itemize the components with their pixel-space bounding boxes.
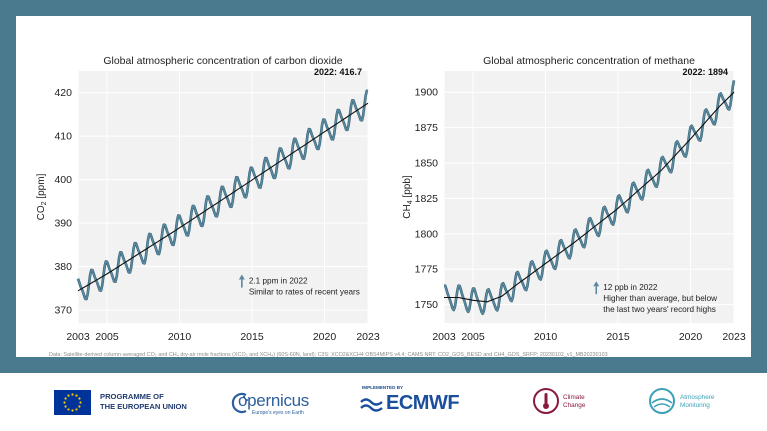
eu-star: [67, 394, 70, 397]
eu-star: [71, 409, 74, 412]
trend-line: [444, 91, 735, 303]
x-tick-label: 2003: [66, 331, 90, 343]
y-tick-label: 1850: [415, 158, 439, 170]
y-tick-label: 390: [54, 218, 72, 230]
eu-stars-icon: [63, 393, 82, 412]
ecmwf-logo: IMPLEMENTED BY ECMWF: [360, 383, 475, 421]
annotation-arrow-head: [593, 281, 600, 287]
y-label-main: CO: [36, 205, 47, 220]
eu-star: [64, 397, 67, 400]
copernicus-tagline: Europe's eyes on Earth: [252, 410, 304, 416]
y-label-unit: [ppb]: [402, 175, 413, 200]
copernicus-c-icon: [231, 392, 248, 414]
annotation-line: Similar to rates of recent years: [249, 288, 360, 297]
annotation-line: the last two years' record highs: [603, 305, 716, 314]
climate-change-text: Climate Change: [563, 394, 585, 409]
ecmwf-wordmark: ECMWF: [386, 392, 460, 414]
eu-programme-text: PROGRAMME OF THE EUROPEAN UNION: [100, 392, 187, 411]
copernicus-wordmark: opernicus: [238, 391, 310, 410]
eu-flag-icon: [54, 390, 91, 415]
eu-star: [64, 405, 67, 408]
chart-title: Global atmospheric concentration of meth…: [483, 55, 695, 67]
y-tick-label: 1800: [415, 228, 439, 240]
y-label-unit: [ppm]: [36, 173, 47, 201]
x-tick-label: 2005: [95, 331, 119, 343]
climate-line-1: Climate: [563, 394, 585, 401]
background-frame: Global atmospheric concentration of carb…: [0, 0, 767, 373]
ecmwf-waves-icon: [360, 398, 383, 412]
thermometer-icon: [533, 388, 559, 414]
y-tick-label: 400: [54, 174, 72, 186]
x-tick-label: 2010: [168, 331, 192, 343]
annotation-line: 2.1 ppm in 2022: [249, 277, 308, 286]
implemented-by-text: IMPLEMENTED BY: [362, 385, 404, 390]
y-label-subscript: 4: [407, 200, 414, 204]
x-tick-label: 2015: [606, 331, 630, 343]
eu-star: [78, 405, 81, 408]
annotation-arrow-head: [238, 274, 245, 280]
climate-line-2: Change: [563, 401, 586, 409]
x-tick-label: 2023: [722, 331, 746, 343]
y-axis-label: CH4 [ppb]: [402, 175, 414, 219]
eu-star: [71, 393, 74, 396]
eu-line-2: THE EUROPEAN UNION: [100, 401, 187, 411]
y-tick-label: 1825: [415, 193, 439, 205]
y-tick-label: 410: [54, 131, 72, 143]
y-label-subscript: 2: [41, 201, 48, 205]
methane-chart: Global atmospheric concentration of meth…: [402, 55, 746, 343]
annotation-line: 12 ppb in 2022: [603, 283, 658, 292]
chart-title: Global atmospheric concentration of carb…: [103, 55, 342, 67]
y-tick-label: 1900: [415, 87, 439, 99]
plot-area: [444, 71, 734, 323]
atmosphere-line-1: Atmosphere: [680, 394, 715, 401]
eu-star: [75, 408, 78, 411]
plot-area: [78, 71, 368, 323]
y-tick-label: 380: [54, 261, 72, 273]
logo-bar: PROGRAMME OF THE EUROPEAN UNION opernicu…: [0, 373, 767, 431]
globe-icon: [649, 388, 675, 414]
eu-star: [78, 397, 81, 400]
x-tick-label: 2003: [432, 331, 456, 343]
source-note: Data: Satellite-derived column-averaged …: [49, 352, 608, 358]
copernicus-logo: opernicus Europe's eyes on Earth: [230, 385, 320, 421]
x-tick-label: 2020: [313, 331, 337, 343]
trend-line: [77, 102, 369, 292]
annotation-line: Higher than average, but below: [603, 294, 717, 303]
x-tick-label: 2015: [240, 331, 264, 343]
y-tick-label: 1775: [415, 264, 439, 276]
eu-star: [67, 408, 70, 411]
climate-change-logo: Climate Change: [532, 385, 602, 421]
x-tick-label: 2010: [534, 331, 558, 343]
x-tick-label: 2005: [461, 331, 485, 343]
eu-star: [63, 401, 66, 404]
atmosphere-monitoring-text: Atmosphere Monitoring: [680, 394, 714, 409]
end-value-label: 2022: 1894: [682, 67, 728, 77]
y-label-main: CH: [402, 204, 413, 218]
co2-chart: Global atmospheric concentration of carb…: [36, 55, 380, 343]
atmosphere-monitoring-logo: Atmosphere Monitoring: [648, 385, 738, 421]
eu-star: [79, 401, 82, 404]
x-tick-label: 2023: [356, 331, 380, 343]
y-tick-label: 1750: [415, 299, 439, 311]
eu-line-1: PROGRAMME OF: [100, 392, 164, 401]
y-tick-label: 1875: [415, 122, 439, 134]
end-value-label: 2022: 416.7: [314, 67, 362, 77]
x-tick-label: 2020: [679, 331, 703, 343]
y-axis-label: CO2 [ppm]: [36, 173, 48, 220]
atmosphere-line-2: Monitoring: [680, 401, 710, 409]
y-tick-label: 370: [54, 304, 72, 316]
y-tick-label: 420: [54, 87, 72, 99]
eu-star: [75, 394, 78, 397]
chart-panel: Global atmospheric concentration of carb…: [16, 16, 751, 358]
monthly-series-line: [77, 90, 369, 300]
